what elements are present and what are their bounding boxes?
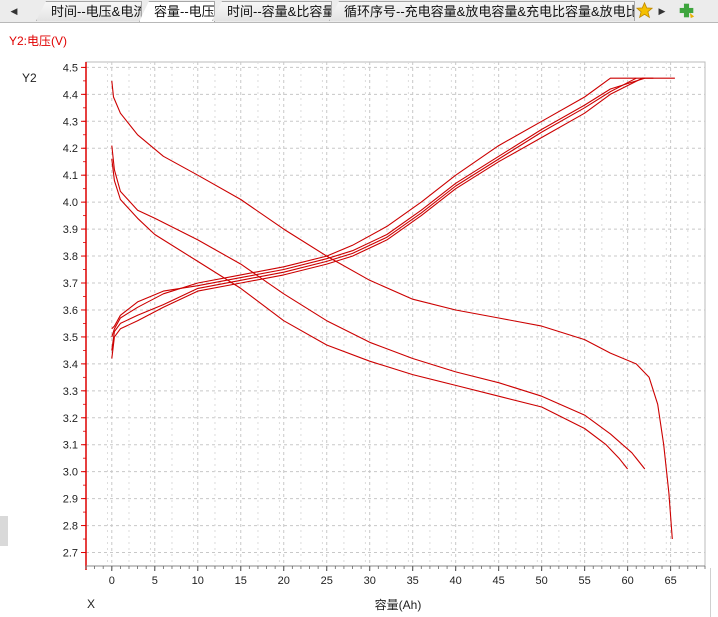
- tab-time-voltage-current[interactable]: 时间--电压&电流: [36, 1, 142, 21]
- y-tick-label: 4.2: [63, 143, 78, 155]
- x-tick-label: 15: [235, 575, 247, 587]
- y-tick-label: 3.2: [63, 413, 78, 425]
- y-tick-label: 4.1: [63, 170, 78, 182]
- x-tick-label: 20: [278, 575, 290, 587]
- series-line: [111, 145, 646, 470]
- x-tick-label: 35: [407, 575, 419, 587]
- side-scroll-marker[interactable]: [0, 516, 8, 546]
- tab-capacity-voltage[interactable]: 容量--电压: [139, 1, 215, 22]
- x-tick-label: 30: [364, 575, 376, 587]
- y-tick-label: 2.9: [63, 494, 78, 506]
- x-tick-label: 65: [664, 575, 676, 587]
- divider: [710, 568, 711, 617]
- y-tick-label: 3.0: [63, 467, 78, 479]
- y-tick-label: 2.7: [63, 548, 78, 560]
- y-tick-label: 3.3: [63, 386, 78, 398]
- x-tick-label: 60: [622, 575, 634, 587]
- x-tick-label: 55: [579, 575, 591, 587]
- y-tick-label: 3.1: [63, 440, 78, 452]
- x-tick-label: 0: [109, 575, 115, 587]
- y-tick-label: 4.5: [63, 62, 78, 74]
- x-axis-label-left: X: [87, 597, 95, 611]
- y-tick-label: 3.4: [63, 359, 78, 371]
- y2-axis-title: Y2:电压(V): [9, 34, 68, 48]
- y-tick-label: 4.3: [63, 116, 78, 128]
- series-line: [111, 158, 629, 470]
- y-tick-label: 3.7: [63, 278, 78, 290]
- y-tick-label: 3.5: [63, 332, 78, 344]
- tab-bar: ◀ 时间--电压&电流 容量--电压 时间--容量&比容量 循环序号--充电容量…: [0, 0, 718, 23]
- series-line: [111, 77, 637, 351]
- scroll-left-icon[interactable]: ◀: [10, 6, 18, 16]
- y-tick-label: 4.0: [63, 197, 78, 209]
- y-tick-label: 3.6: [63, 305, 78, 317]
- x-tick-label: 40: [450, 575, 462, 587]
- x-tick-label: 45: [493, 575, 505, 587]
- y-tick-label: 3.9: [63, 224, 78, 236]
- star-icon[interactable]: [636, 2, 653, 19]
- series-line: [111, 77, 675, 359]
- y-axis-label: Y2: [22, 71, 37, 85]
- y-tick-label: 3.8: [63, 251, 78, 263]
- y-tick-label: 4.4: [63, 89, 78, 101]
- series-line: [111, 80, 673, 540]
- plot-area: [85, 61, 706, 567]
- x-tick-label: 5: [152, 575, 158, 587]
- tab-cycle-capacity[interactable]: 循环序号--充电容量&放电容量&充电比容量&放电比容量: [329, 1, 635, 21]
- series-line: [111, 77, 654, 338]
- x-axis-label: 容量(Ah): [375, 597, 422, 612]
- x-tick-label: 25: [321, 575, 333, 587]
- y-tick-label: 2.8: [63, 521, 78, 533]
- scroll-right-icon[interactable]: ▶: [658, 6, 666, 16]
- x-tick-label: 10: [192, 575, 204, 587]
- series-line: [111, 77, 645, 330]
- x-tick-label: 50: [536, 575, 548, 587]
- add-tab-icon[interactable]: [678, 2, 695, 19]
